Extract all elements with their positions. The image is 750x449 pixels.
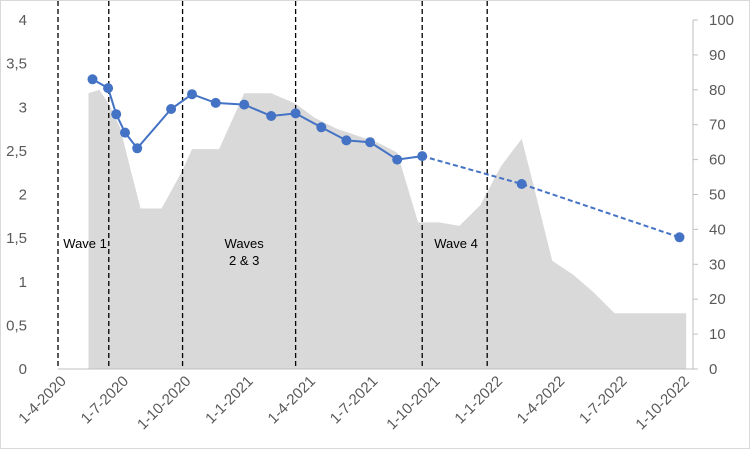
x-tick-label: 1-7-2021 <box>327 373 381 427</box>
right-tick-label: 30 <box>709 256 726 273</box>
left-tick-label: 1,5 <box>6 230 27 247</box>
data-point <box>210 97 221 108</box>
data-point <box>132 143 143 154</box>
left-tick-label: 4 <box>19 12 27 29</box>
right-tick-label: 100 <box>709 12 734 29</box>
data-point <box>187 89 197 100</box>
data-point <box>111 109 122 120</box>
right-tick-label: 20 <box>709 291 726 308</box>
right-tick-label: 70 <box>709 117 726 134</box>
line-layer <box>87 74 685 243</box>
right-tick-label: 50 <box>709 187 726 204</box>
right-tick-label: 10 <box>709 326 726 343</box>
data-point <box>365 137 376 148</box>
data-point <box>266 111 277 121</box>
data-point <box>120 127 130 138</box>
projection-point <box>516 179 527 189</box>
wave-annotation: Wave 1 <box>63 236 107 251</box>
right-tick-label: 0 <box>709 361 717 378</box>
line-series <box>92 78 423 161</box>
x-tick-label: 1-4-2022 <box>514 373 568 427</box>
data-point <box>392 154 403 165</box>
right-tick-label: 90 <box>709 47 726 64</box>
data-point <box>316 122 327 133</box>
x-tick-label: 1-7-2022 <box>576 373 630 427</box>
x-tick-label: 1-4-2020 <box>15 373 69 427</box>
data-point <box>239 99 250 110</box>
right-tick-label: 80 <box>709 82 726 99</box>
right-tick-label: 60 <box>709 152 726 169</box>
projection-line <box>421 155 680 239</box>
left-tick-label: 3,5 <box>6 56 27 73</box>
x-tick-label: 1-1-2022 <box>451 373 505 427</box>
annotation-layer: Wave 1 Waves 2 & 3 Wave 4 <box>63 236 478 268</box>
area-layer <box>88 89 687 370</box>
data-point <box>341 135 352 146</box>
x-tick-label: 1-1-2021 <box>202 373 256 427</box>
x-tick-label: 1-10-2021 <box>383 373 443 433</box>
left-tick-label: 2,5 <box>6 143 27 160</box>
data-point <box>87 74 98 85</box>
left-tick-label: 3 <box>19 99 27 116</box>
wave-boundary-layer <box>57 1 488 369</box>
x-tick-label: 1-4-2021 <box>265 373 319 427</box>
x-tick-label: 1-7-2020 <box>78 373 132 427</box>
left-tick-label: 0,5 <box>6 317 27 334</box>
data-point <box>417 151 428 162</box>
left-tick-label: 2 <box>19 187 27 204</box>
left-tick-label: 1 <box>19 274 27 291</box>
wave-annotation: 2 & 3 <box>229 253 259 268</box>
wave-annotation: Wave 4 <box>434 236 478 251</box>
projection-point <box>674 232 685 243</box>
x-tick-label: 1-10-2020 <box>134 373 194 433</box>
data-point <box>290 108 301 119</box>
data-point <box>103 83 114 94</box>
wave-annotation: Waves <box>225 236 265 251</box>
right-tick-label: 40 <box>709 221 726 238</box>
left-tick-label: 0 <box>19 361 27 378</box>
area-series <box>88 89 687 370</box>
data-point <box>166 104 177 114</box>
x-tick-label: 1-10-2022 <box>632 373 692 433</box>
